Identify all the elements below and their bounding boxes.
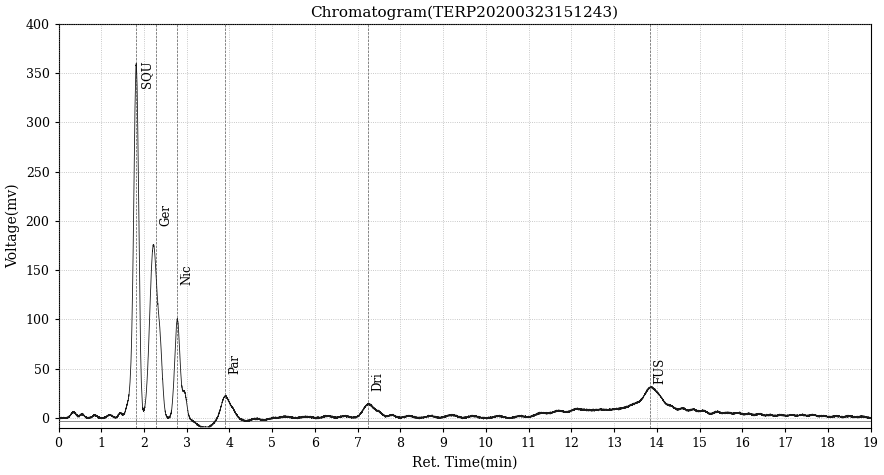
Y-axis label: Voltage(mv): Voltage(mv): [5, 183, 20, 268]
Text: SQU: SQU: [140, 60, 153, 88]
X-axis label: Ret. Time(min): Ret. Time(min): [412, 456, 517, 469]
Text: Par: Par: [229, 354, 241, 374]
Title: Chromatogram(TERP20200323151243): Chromatogram(TERP20200323151243): [310, 6, 619, 20]
Text: Nic: Nic: [180, 265, 194, 285]
Text: Ger: Ger: [159, 204, 172, 226]
Text: Dri: Dri: [372, 373, 385, 391]
Text: FUS: FUS: [654, 357, 667, 383]
